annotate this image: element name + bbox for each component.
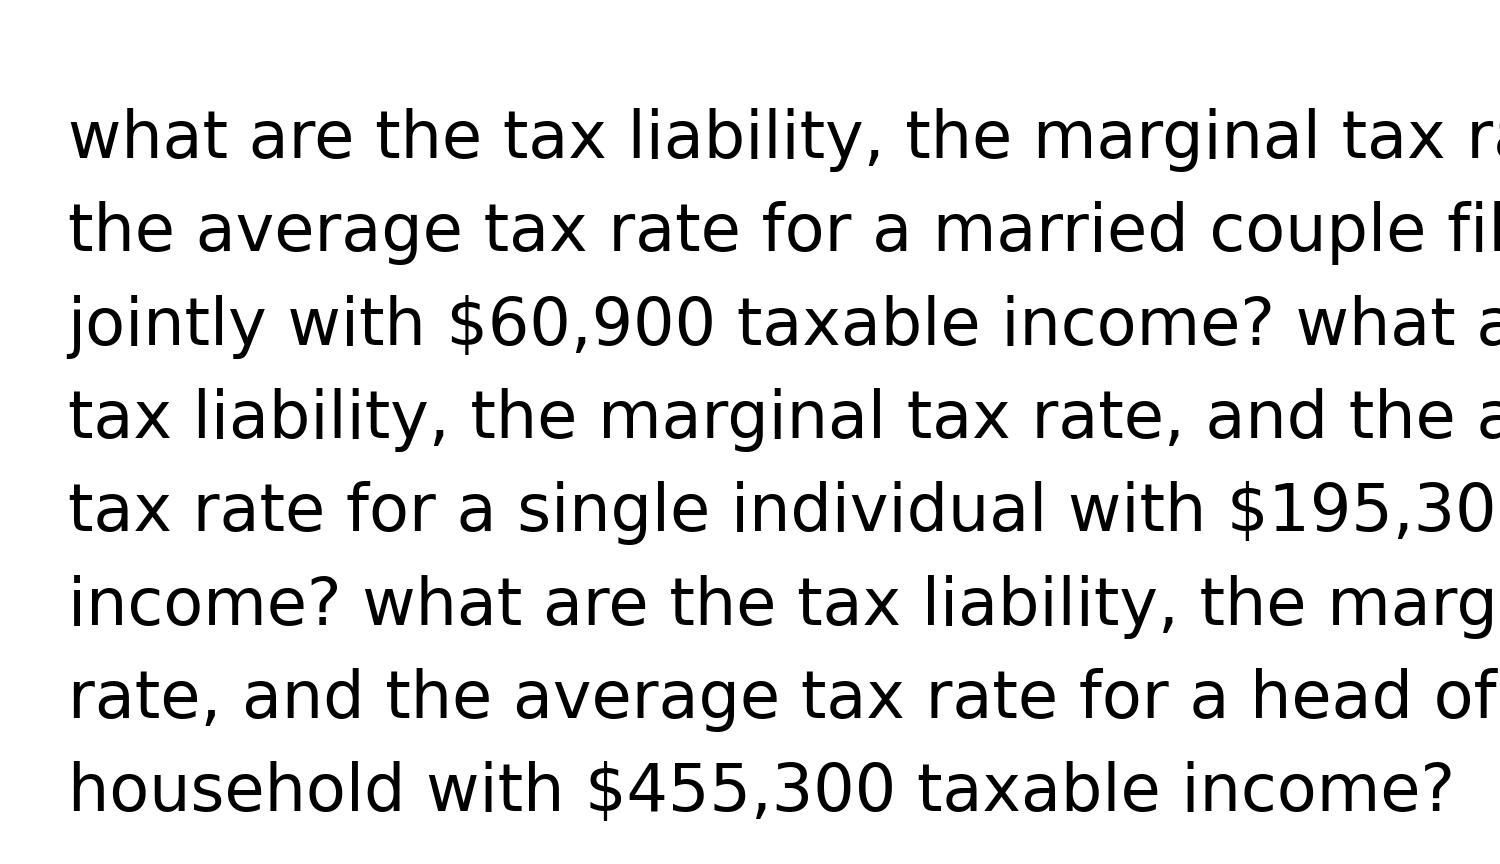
Text: rate, and the average tax rate for a head of: rate, and the average tax rate for a hea… [68, 668, 1496, 732]
Text: jointly with $60,900 taxable income? what are the: jointly with $60,900 taxable income? wha… [68, 295, 1500, 359]
Text: what are the tax liability, the marginal tax rate, and: what are the tax liability, the marginal… [68, 108, 1500, 172]
Text: household with $455,300 taxable income?: household with $455,300 taxable income? [68, 761, 1455, 825]
Text: tax rate for a single individual with $195,300 taxable: tax rate for a single individual with $1… [68, 481, 1500, 545]
Text: the average tax rate for a married couple filing: the average tax rate for a married coupl… [68, 201, 1500, 265]
Text: tax liability, the marginal tax rate, and the average: tax liability, the marginal tax rate, an… [68, 388, 1500, 452]
Text: income? what are the tax liability, the marginal tax: income? what are the tax liability, the … [68, 575, 1500, 638]
